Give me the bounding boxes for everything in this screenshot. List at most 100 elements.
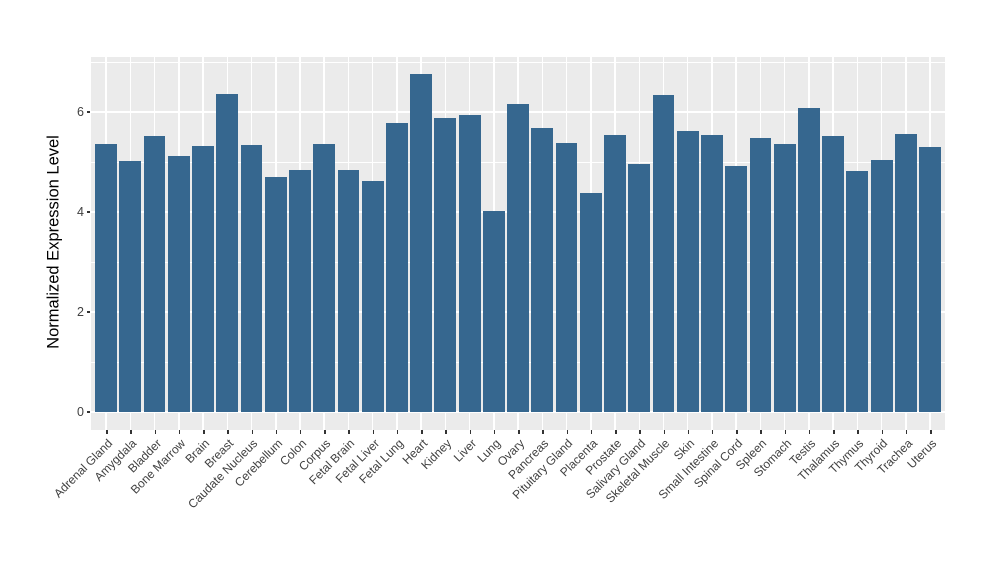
x-tick-mark (227, 430, 229, 434)
x-tick-cell (385, 430, 409, 434)
x-tick-cell (821, 430, 845, 434)
bar-pancreas (531, 127, 554, 412)
category-cell (603, 57, 627, 430)
y-tick-label: 4 (77, 205, 84, 219)
category-cell (579, 57, 603, 430)
category-cell (918, 57, 942, 430)
category-cell (627, 57, 651, 430)
category-cell (118, 57, 142, 430)
bar-spleen (749, 137, 772, 412)
x-tick-cell (361, 430, 385, 434)
bar-trachea (894, 133, 917, 412)
x-tick-mark (905, 430, 908, 434)
y-tick-mark (86, 411, 90, 413)
category-cell (433, 57, 457, 430)
x-tick-mark (324, 430, 326, 434)
x-tick-mark (687, 430, 690, 434)
bar-cerebellum (264, 177, 287, 412)
category-cell (94, 57, 118, 430)
category-cell (167, 57, 191, 430)
bar-fetal-liver (361, 180, 384, 412)
category-cell (142, 57, 166, 430)
category-cell (870, 57, 894, 430)
category-cell (845, 57, 869, 430)
category-cell (676, 57, 700, 430)
category-cell (530, 57, 554, 430)
x-tick-mark (493, 430, 496, 434)
x-tick-mark (299, 430, 302, 434)
x-tick-cell (336, 430, 360, 434)
x-tick-cell (118, 430, 142, 434)
category-cell (385, 57, 409, 430)
bar-bladder (143, 135, 166, 412)
x-tick-cell (482, 430, 506, 434)
x-tick-mark (251, 430, 254, 434)
bar-amygdala (119, 160, 142, 412)
category-cell (651, 57, 675, 430)
bar-lung (482, 211, 505, 412)
bar-fetal-brain (337, 169, 360, 412)
x-tick-mark (275, 430, 278, 434)
x-tick-mark (469, 430, 472, 434)
bar-thymus (846, 170, 869, 412)
x-tick-cell (918, 430, 942, 434)
x-tick-cell (458, 430, 482, 434)
x-tick-mark (154, 430, 157, 434)
x-tick-mark (784, 430, 787, 434)
x-tick-mark (130, 430, 132, 434)
bar-placenta (579, 192, 602, 412)
category-cell (458, 57, 482, 430)
category-cell (215, 57, 239, 430)
bar-uterus (919, 146, 941, 412)
bar-skeletal-muscle (652, 94, 675, 412)
plot-panel (91, 57, 945, 430)
category-cell (361, 57, 385, 430)
bar-thalamus (822, 136, 845, 412)
x-tick-mark (590, 430, 593, 434)
x-tick-cell (554, 430, 578, 434)
x-tick-mark (518, 430, 520, 434)
category-cell (312, 57, 336, 430)
bar-bone-marrow (167, 155, 190, 412)
category-cell (239, 57, 263, 430)
x-tick-mark (711, 430, 714, 434)
category-cell (482, 57, 506, 430)
bar-pituitary-gland (555, 142, 578, 412)
bar-prostate (604, 134, 626, 412)
bar-fetal-lung (386, 123, 408, 412)
x-tick-mark (736, 430, 738, 434)
x-tick-cell (627, 430, 651, 434)
category-cell (336, 57, 360, 430)
x-tick-cell (94, 430, 118, 434)
x-tick-cell (724, 430, 748, 434)
bar-brain (192, 145, 214, 412)
category-cell (797, 57, 821, 430)
x-tick-cell (215, 430, 239, 434)
x-tick-mark (857, 430, 859, 434)
bar-testis (798, 107, 820, 412)
x-tick-cell (167, 430, 191, 434)
bar-kidney (434, 117, 457, 412)
x-tick-cell (191, 430, 215, 434)
x-axis-ticks (91, 430, 945, 434)
category-cell (409, 57, 433, 430)
x-tick-cell (530, 430, 554, 434)
x-tick-mark (566, 430, 569, 434)
category-cell (191, 57, 215, 430)
bar-salivary-gland (628, 163, 651, 412)
x-tick-cell (700, 430, 724, 434)
x-tick-cell (773, 430, 797, 434)
x-tick-mark (445, 430, 447, 434)
bar-caudate-nucleus (240, 144, 263, 412)
category-cell (821, 57, 845, 430)
x-tick-mark (421, 430, 423, 434)
x-tick-cell (433, 430, 457, 434)
bar-small-intestine (701, 134, 723, 412)
category-cell (554, 57, 578, 430)
x-tick-cell (894, 430, 918, 434)
x-tick-cell (506, 430, 530, 434)
bar-thyroid (870, 160, 893, 412)
bar-adrenal-gland (95, 143, 117, 412)
x-tick-cell (748, 430, 772, 434)
